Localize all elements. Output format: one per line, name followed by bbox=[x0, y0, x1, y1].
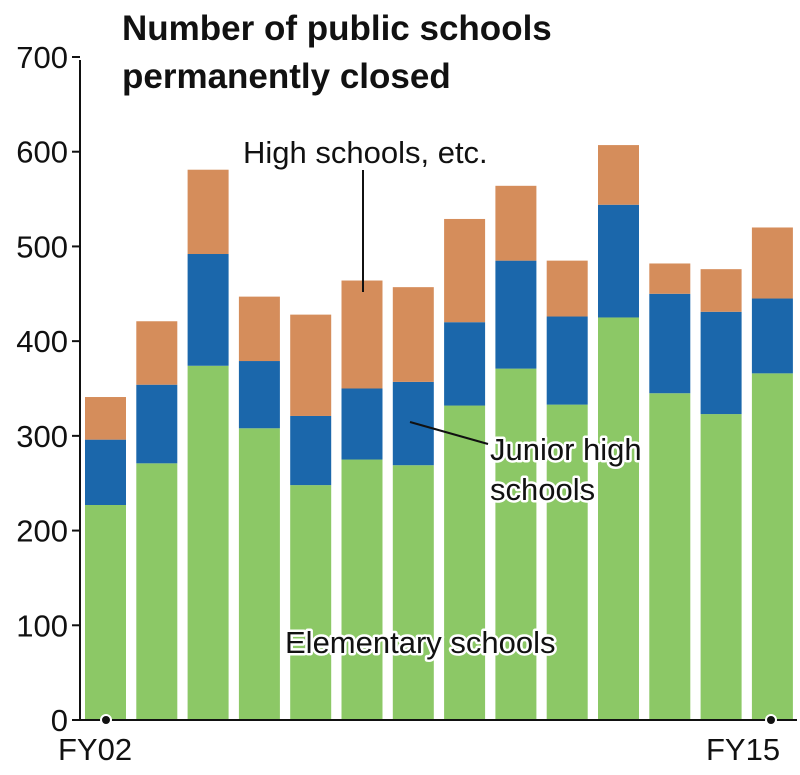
x-tick-last: FY15 bbox=[706, 732, 780, 767]
bar-fy10-high-schools-etc bbox=[495, 185, 537, 261]
y-tick-600: 600 bbox=[16, 135, 68, 170]
bar-fy03-junior-high-schools bbox=[136, 384, 178, 464]
bar-fy06-junior-high-schools bbox=[290, 415, 332, 486]
bars-group bbox=[85, 145, 793, 720]
junior-high-label-line-1: Junior high bbox=[490, 432, 642, 467]
junior-high-leader-line bbox=[409, 421, 489, 445]
bar-fy12-junior-high-schools bbox=[598, 204, 639, 318]
bar-fy10-junior-high-schools bbox=[495, 260, 537, 369]
bar-fy09-junior-high-schools bbox=[444, 322, 486, 406]
bar-fy13-high-schools-etc bbox=[649, 263, 691, 294]
bar-fy04-junior-high-schools bbox=[187, 254, 229, 366]
bar-fy07-junior-high-schools bbox=[341, 388, 383, 460]
bar-fy02-junior-high-schools bbox=[85, 439, 126, 505]
junior-high-label-line-2: schools bbox=[490, 472, 595, 507]
bar-fy09-elementary-schools bbox=[444, 405, 486, 720]
bar-fy02-high-schools-etc bbox=[85, 397, 126, 440]
bar-fy10-elementary-schools bbox=[495, 368, 537, 720]
bar-fy15-junior-high-schools bbox=[751, 298, 793, 374]
chart-title-line-2: permanently closed bbox=[122, 57, 451, 96]
bar-fy08-elementary-schools bbox=[392, 465, 434, 720]
x-tick-first: FY02 bbox=[58, 732, 132, 767]
y-tick-labels: 0 100 200 300 400 500 600 700 bbox=[16, 40, 80, 738]
bar-fy02-elementary-schools bbox=[85, 504, 126, 720]
bar-fy05-high-schools-etc bbox=[238, 296, 280, 362]
bar-fy06-high-schools-etc bbox=[290, 314, 332, 416]
bar-fy06-elementary-schools bbox=[290, 485, 332, 720]
bar-fy04-elementary-schools bbox=[187, 365, 229, 720]
bar-fy11-elementary-schools bbox=[546, 404, 588, 720]
y-tick-200: 200 bbox=[16, 514, 68, 549]
bar-fy08-high-schools-etc bbox=[392, 287, 434, 382]
bar-fy03-high-schools-etc bbox=[136, 321, 178, 385]
bar-fy09-high-schools-etc bbox=[444, 218, 486, 323]
elementary-label: Elementary schools bbox=[285, 625, 556, 660]
bar-fy03-elementary-schools bbox=[136, 463, 178, 720]
bar-fy11-junior-high-schools bbox=[546, 316, 588, 405]
bar-fy12-high-schools-etc bbox=[598, 145, 639, 205]
bar-fy05-elementary-schools bbox=[238, 428, 280, 720]
bar-fy11-high-schools-etc bbox=[546, 260, 588, 317]
axes-group bbox=[79, 60, 797, 721]
bar-fy15-elementary-schools bbox=[751, 373, 793, 720]
bar-fy15-high-schools-etc bbox=[751, 227, 793, 299]
high-schools-label: High schools, etc. bbox=[243, 135, 488, 170]
y-tick-400: 400 bbox=[16, 324, 68, 359]
bar-fy14-junior-high-schools bbox=[700, 311, 742, 415]
bar-fy12-elementary-schools bbox=[598, 317, 639, 720]
y-tick-500: 500 bbox=[16, 229, 68, 264]
bar-fy07-high-schools-etc bbox=[341, 280, 383, 389]
chart-title-line-1: Number of public schools bbox=[122, 9, 552, 48]
bar-fy14-elementary-schools bbox=[700, 414, 742, 720]
bar-fy14-high-schools-etc bbox=[700, 269, 742, 312]
bar-fy13-elementary-schools bbox=[649, 393, 691, 720]
bar-fy07-elementary-schools bbox=[341, 459, 383, 720]
y-tick-100: 100 bbox=[16, 608, 68, 643]
y-tick-0: 0 bbox=[51, 703, 68, 738]
bar-fy04-high-schools-etc bbox=[187, 169, 229, 255]
y-tick-300: 300 bbox=[16, 419, 68, 454]
y-tick-700: 700 bbox=[16, 40, 68, 75]
bar-fy05-junior-high-schools bbox=[238, 361, 280, 429]
fy15-marker-dot bbox=[765, 714, 777, 726]
bar-fy13-junior-high-schools bbox=[649, 293, 691, 394]
fy02-marker-dot bbox=[100, 714, 112, 726]
